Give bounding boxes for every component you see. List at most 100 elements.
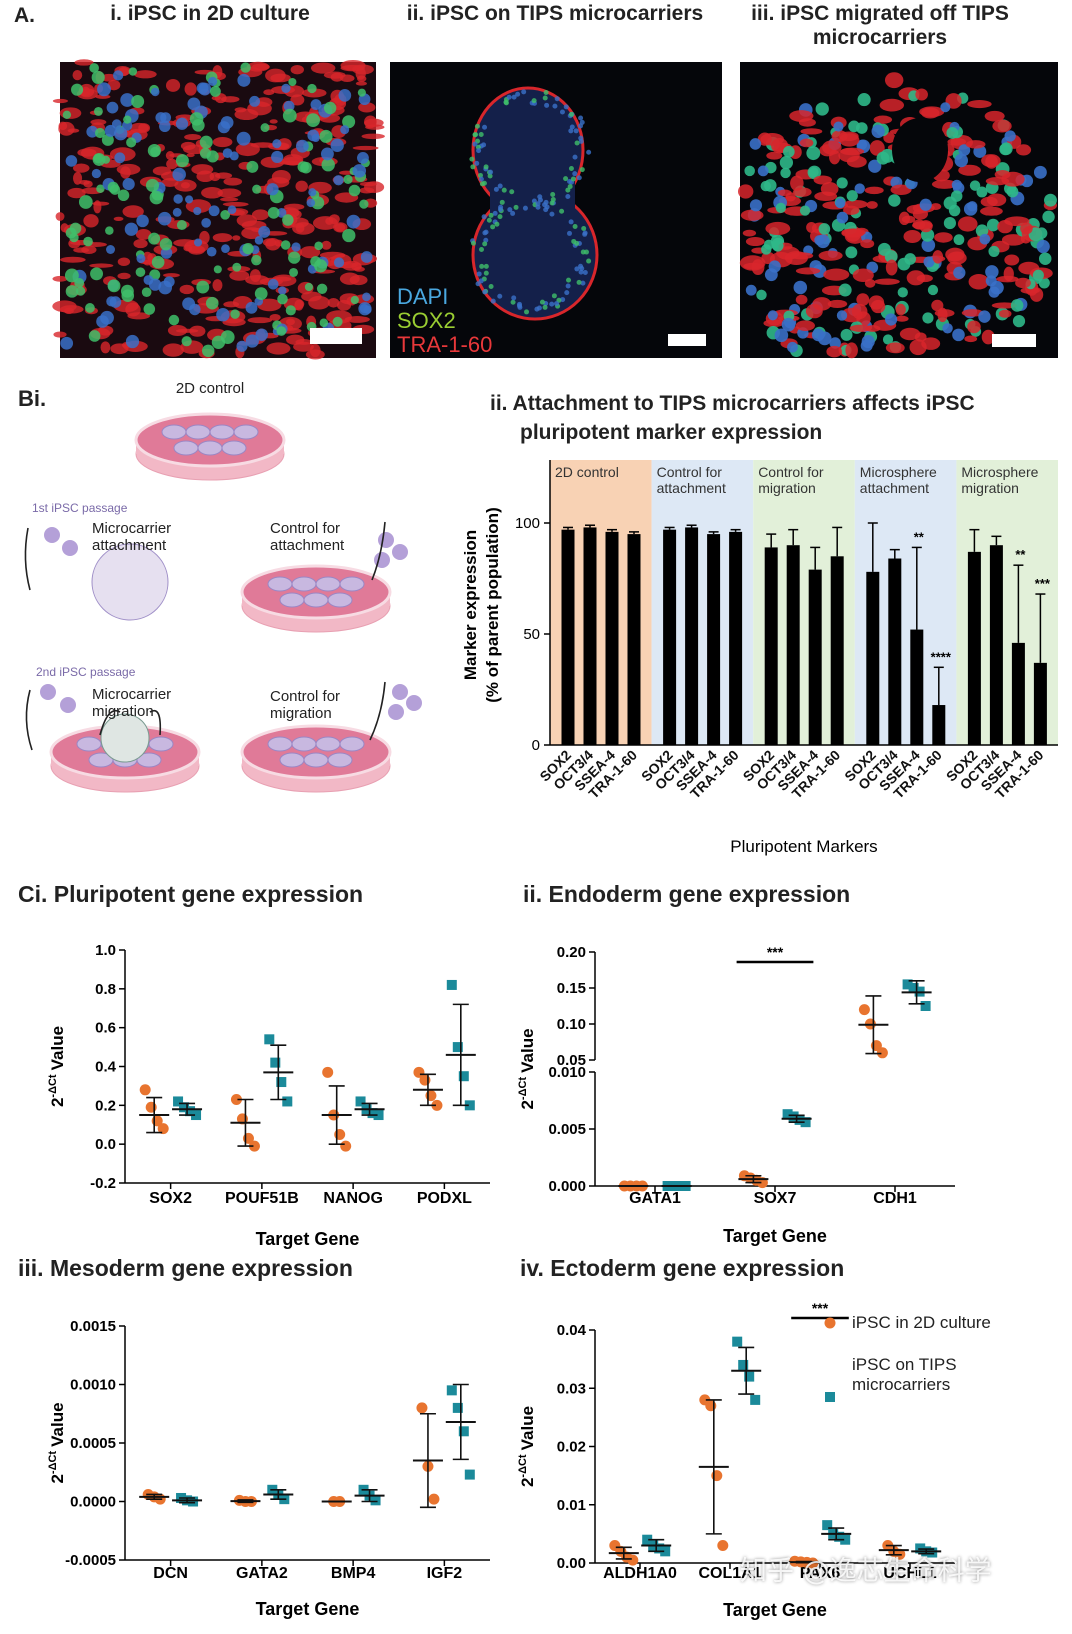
nucleus: [550, 192, 556, 198]
data-point: [431, 1099, 443, 1111]
nucleus: [173, 194, 183, 204]
nucleus: [254, 236, 264, 245]
cell-stain: [795, 294, 808, 305]
bar: [1011, 642, 1025, 745]
cell-stain: [874, 278, 900, 285]
nucleus: [580, 280, 586, 286]
nucleus: [952, 328, 965, 342]
nucleus: [109, 296, 122, 308]
data-point: [446, 1385, 457, 1396]
cell-stain: [100, 341, 111, 354]
nucleus: [554, 96, 560, 102]
cell-stain: [265, 68, 286, 83]
cell-stain: [305, 349, 325, 360]
nucleus: [65, 227, 77, 239]
cell-stain: [222, 201, 249, 207]
cell-stain: [839, 133, 860, 147]
nucleus: [940, 102, 951, 113]
data-point: [794, 1114, 805, 1125]
diagram-label: 2nd iPSC passage: [36, 665, 136, 679]
bar: [663, 529, 677, 745]
cell-stain: [361, 133, 385, 140]
chart-title: ii. Attachment to TIPS microcarriers aff…: [490, 392, 975, 415]
cell-stain: [292, 222, 315, 235]
nucleus: [251, 254, 262, 266]
nucleus: [220, 116, 234, 129]
y-tick-label: 0.02: [557, 1439, 586, 1456]
cell-stain: [1015, 277, 1031, 289]
x-tick-label: NANOG: [323, 1190, 383, 1207]
data-point: [322, 1066, 334, 1078]
y-tick-label: -0.0005: [65, 1552, 116, 1569]
nucleus: [579, 167, 585, 173]
nucleus: [288, 77, 297, 87]
cell-stain: [83, 214, 99, 228]
data-point: [920, 1001, 931, 1011]
nucleus: [579, 265, 585, 271]
cell: [327, 592, 353, 608]
cell-stain: [1016, 144, 1032, 156]
nucleus: [220, 330, 235, 345]
nucleus: [470, 164, 476, 170]
x-tick-label: COL1A1: [698, 1565, 761, 1582]
cell-stain: [915, 88, 928, 101]
cell: [136, 752, 162, 768]
cell-stain: [921, 337, 941, 350]
cell-stain: [355, 67, 366, 80]
cell-stain: [344, 316, 370, 323]
cell-stain: [806, 221, 817, 233]
cell-stain: [122, 205, 144, 218]
nucleus: [749, 138, 762, 150]
nucleus: [774, 328, 789, 343]
cell-stain: [766, 151, 783, 160]
nucleus: [503, 100, 509, 106]
cell: [221, 440, 247, 456]
cell-stain: [964, 335, 978, 343]
nucleus: [221, 244, 230, 254]
legend-marker: [825, 1392, 835, 1402]
nucleus: [490, 298, 496, 304]
cell: [327, 752, 353, 768]
nucleus: [216, 307, 230, 322]
nucleus: [1042, 210, 1055, 224]
nucleus: [478, 132, 484, 138]
y-tick-label: 0.01: [557, 1497, 586, 1514]
nucleus: [117, 189, 130, 201]
y-axis-label: Marker expression: [461, 530, 480, 680]
nucleus: [582, 269, 588, 275]
nucleus: [566, 277, 572, 283]
nucleus: [107, 279, 121, 293]
nucleus: [549, 301, 555, 307]
nucleus: [288, 251, 301, 264]
panel-title: ii. iPSC on TIPS microcarriers: [406, 2, 704, 25]
arrow: [369, 681, 386, 741]
nucleus: [1004, 130, 1016, 142]
cell-stain: [851, 303, 868, 320]
nucleus: [157, 211, 172, 226]
cell-stain: [133, 239, 148, 249]
data-point: [373, 1110, 384, 1121]
nucleus: [185, 195, 194, 204]
x-tick-label: PODXL: [417, 1190, 472, 1207]
cell-stain: [290, 64, 304, 75]
x-tick-label: PAX6: [800, 1565, 841, 1582]
nucleus: [482, 230, 488, 236]
bar: [627, 534, 641, 745]
nucleus: [581, 225, 587, 231]
data-point: [782, 1109, 793, 1120]
cell-stain: [262, 238, 277, 247]
cell-stain: [1004, 254, 1020, 266]
nucleus: [572, 171, 578, 177]
nucleus: [172, 167, 186, 182]
nucleus: [1044, 193, 1057, 207]
dish: [240, 724, 392, 780]
cell-stain: [845, 342, 858, 359]
nucleus: [65, 155, 78, 167]
nucleus: [544, 204, 550, 210]
y-tick-label: 0.20: [557, 944, 586, 961]
data-point: [139, 1084, 151, 1096]
nucleus: [208, 76, 218, 87]
nucleus: [975, 224, 989, 237]
nucleus: [882, 334, 894, 345]
nucleus: [586, 149, 592, 155]
